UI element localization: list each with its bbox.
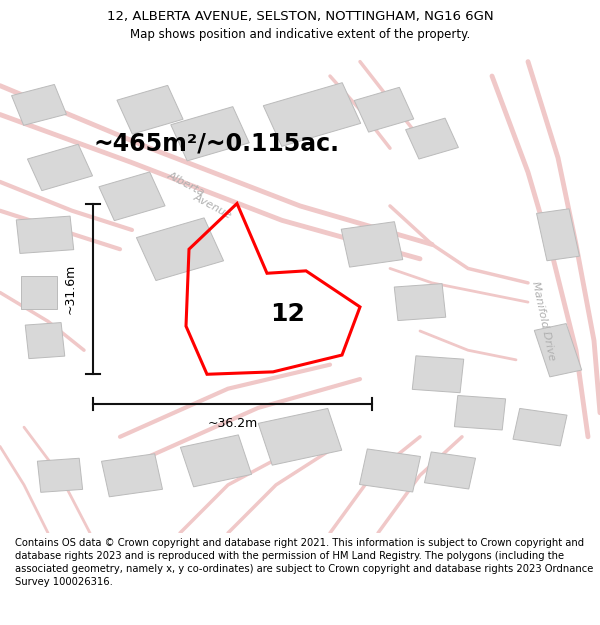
Polygon shape: [99, 172, 165, 221]
Polygon shape: [28, 144, 92, 191]
Polygon shape: [16, 216, 74, 253]
Polygon shape: [101, 454, 163, 497]
Polygon shape: [454, 396, 506, 430]
Polygon shape: [513, 409, 567, 446]
Polygon shape: [171, 107, 249, 161]
Polygon shape: [406, 118, 458, 159]
Polygon shape: [536, 209, 580, 261]
Text: 12: 12: [271, 302, 305, 326]
Polygon shape: [354, 88, 414, 132]
Polygon shape: [258, 408, 342, 465]
Polygon shape: [359, 449, 421, 492]
Polygon shape: [424, 452, 476, 489]
Polygon shape: [341, 222, 403, 267]
Text: Manifold Drive: Manifold Drive: [530, 281, 556, 362]
Text: ~31.6m: ~31.6m: [64, 264, 77, 314]
Text: Alberta: Alberta: [166, 171, 206, 198]
Text: ~36.2m: ~36.2m: [208, 417, 257, 430]
Polygon shape: [412, 356, 464, 392]
Polygon shape: [394, 284, 446, 321]
Polygon shape: [136, 218, 224, 281]
Polygon shape: [37, 458, 83, 492]
Text: ~465m²/~0.115ac.: ~465m²/~0.115ac.: [93, 131, 339, 156]
Polygon shape: [181, 435, 251, 487]
Text: Map shows position and indicative extent of the property.: Map shows position and indicative extent…: [130, 28, 470, 41]
Text: Contains OS data © Crown copyright and database right 2021. This information is : Contains OS data © Crown copyright and d…: [15, 538, 593, 588]
Text: Avenue: Avenue: [192, 192, 234, 220]
Text: 12, ALBERTA AVENUE, SELSTON, NOTTINGHAM, NG16 6GN: 12, ALBERTA AVENUE, SELSTON, NOTTINGHAM,…: [107, 11, 493, 23]
Polygon shape: [534, 324, 582, 377]
Polygon shape: [21, 276, 57, 309]
Polygon shape: [263, 82, 361, 146]
Polygon shape: [11, 84, 67, 126]
Polygon shape: [117, 86, 183, 134]
Polygon shape: [25, 322, 65, 359]
